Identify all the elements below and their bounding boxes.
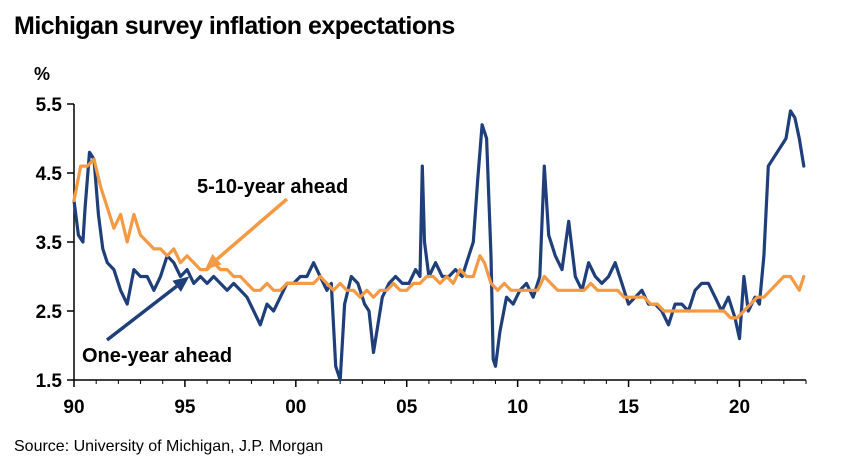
x-tick-label: 95 [174, 397, 196, 418]
y-ticks: 1.5 2.5 3.5 4.5 5.5 [36, 95, 74, 392]
series-layer [72, 109, 806, 382]
x-tick-label: 00 [285, 397, 306, 418]
y-tick-label: 5.5 [36, 95, 63, 116]
series-line-five-ten-year [72, 157, 806, 320]
y-tick-label: 4.5 [36, 164, 63, 185]
x-ticks: 90 95 00 05 10 15 20 [63, 380, 807, 418]
x-tick-label: 05 [396, 397, 418, 418]
annotation-label-5-10-year: 5-10-year ahead [197, 176, 348, 198]
y-tick-label: 1.5 [36, 371, 63, 392]
x-tick-label: 10 [507, 397, 528, 418]
source-note: Source: University of Michigan, J.P. Mor… [14, 438, 324, 455]
annotation-arrow-one-year [105, 276, 190, 342]
chart-title: Michigan survey inflation expectations [14, 12, 455, 40]
annotation-arrow-5-10-year [204, 197, 289, 270]
x-tick-label: 20 [729, 397, 750, 418]
x-tick-label: 90 [63, 397, 84, 418]
annotation-layer: 5-10-year ahead One-year ahead [82, 176, 348, 367]
series-line-one-year [72, 109, 806, 382]
annotation-label-one-year: One-year ahead [82, 345, 232, 367]
y-tick-label: 3.5 [36, 233, 63, 254]
x-tick-label: 15 [618, 397, 640, 418]
y-tick-label: 2.5 [36, 302, 63, 323]
y-axis-unit: % [34, 64, 50, 84]
